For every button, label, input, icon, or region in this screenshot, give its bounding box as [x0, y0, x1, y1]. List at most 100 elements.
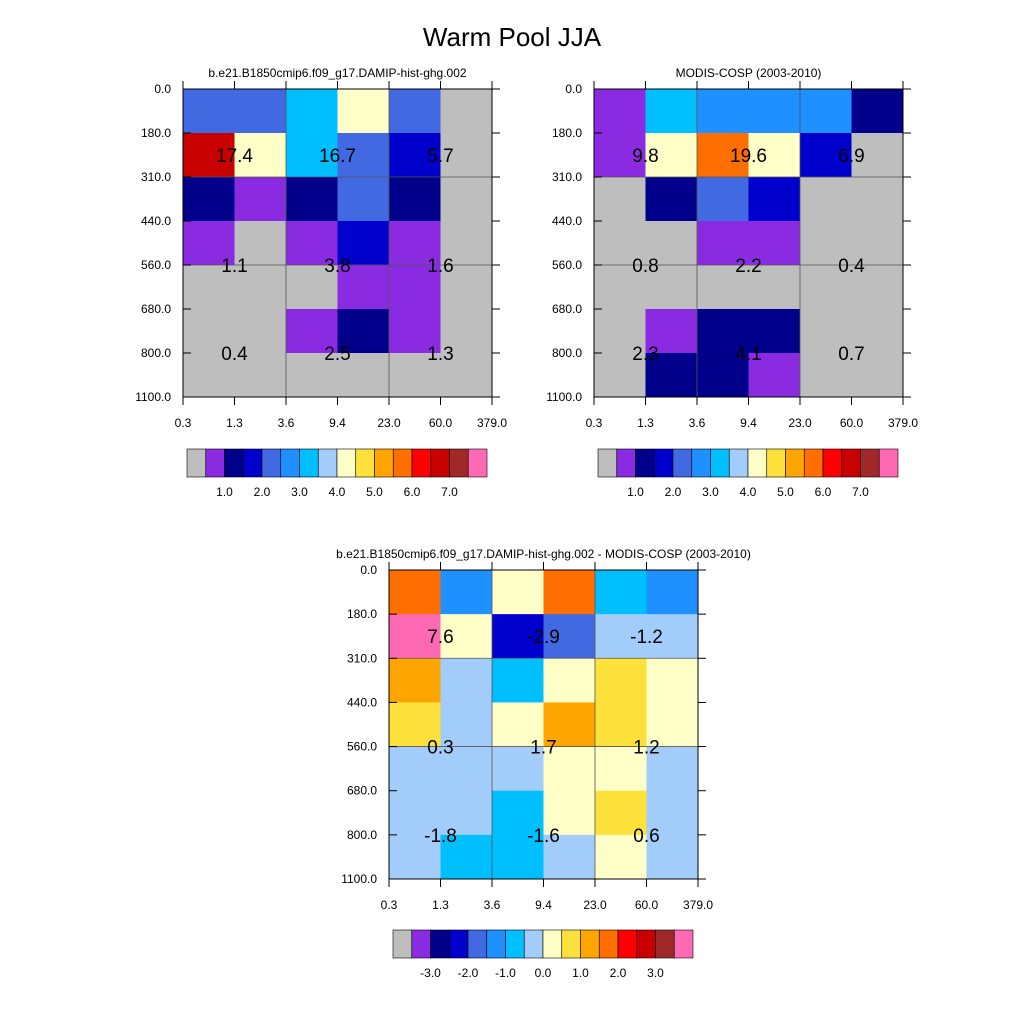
panel-title: MODIS-COSP (2003-2010) — [676, 66, 822, 80]
heatmap-cell — [183, 265, 235, 310]
heatmap-cell — [234, 89, 287, 134]
colorbar-label: 7.0 — [441, 485, 458, 499]
heatmap-cell — [646, 570, 699, 615]
colorbar-swatch — [597, 448, 618, 478]
heatmap-cell — [594, 265, 646, 310]
heatmap-cell — [645, 353, 698, 398]
heatmap-cell — [748, 353, 801, 398]
colorbar-label: 4.0 — [329, 485, 346, 499]
colorbar-swatch — [261, 448, 282, 478]
colorbar-swatch — [374, 448, 394, 478]
colorbar-swatch — [580, 929, 600, 959]
heatmap-cell — [543, 570, 596, 615]
heatmap-cell — [234, 177, 287, 222]
x-tick-label: 1.3 — [226, 416, 243, 430]
heatmap-panel-2: MODIS-COSP (2003-2010) 9.8 19.6 6.9 0.8 2.2 0.… — [546, 66, 918, 499]
colorbar-swatch — [467, 929, 488, 959]
x-tick-label: 1.3 — [637, 416, 654, 430]
y-tick-label: 440.0 — [552, 214, 582, 228]
x-tick-label: 1.3 — [432, 898, 449, 912]
panel-title: b.e21.B1850cmip6.f09_g17.DAMIP-hist-ghg.… — [336, 547, 751, 561]
heatmap-cell — [594, 133, 646, 178]
heatmap-cell — [595, 834, 647, 880]
heatmap-cell — [440, 702, 493, 748]
heatmap-cell — [492, 614, 544, 659]
colorbar: 1.0 2.0 3.0 4.0 5.0 6.0 7.0 — [186, 448, 488, 499]
y-tick-label: 680.0 — [141, 302, 171, 316]
heatmap-cell — [389, 658, 441, 703]
y-tick-label: 440.0 — [347, 695, 377, 709]
heatmap-cell — [748, 265, 801, 310]
colorbar-swatch — [355, 448, 375, 478]
block-value-label: -1.2 — [630, 627, 663, 648]
x-tick-label: 0.3 — [381, 898, 398, 912]
colorbar-swatch — [636, 929, 656, 959]
heatmap-cell — [851, 353, 904, 398]
y-tick-label: 1100.0 — [341, 872, 377, 886]
heatmap-cell — [234, 265, 287, 310]
colorbar-swatch — [299, 448, 319, 478]
colorbar-swatch — [542, 929, 563, 959]
x-tick-label: 3.6 — [689, 416, 706, 430]
heatmap-cell — [646, 746, 699, 792]
heatmap-cell — [286, 133, 338, 178]
block-value-label: 17.4 — [216, 146, 253, 167]
colorbar-label: 0.0 — [535, 966, 552, 980]
heatmap-cell — [389, 614, 441, 659]
colorbar-swatch — [672, 448, 693, 478]
heatmap-cell — [337, 133, 390, 178]
colorbar-swatch — [430, 448, 450, 478]
heatmap-cell — [440, 614, 493, 659]
heatmap-cell — [748, 89, 801, 134]
heatmap-cell — [800, 221, 852, 266]
heatmap-cell — [492, 834, 544, 880]
colorbar-label: 5.0 — [366, 485, 383, 499]
colorbar: -3.0 -2.0 -1.0 0.0 1.0 2.0 3.0 — [392, 929, 694, 980]
colorbar-label: 1.0 — [216, 485, 233, 499]
heatmap-cell — [800, 309, 852, 354]
colorbar-swatch — [505, 929, 525, 959]
heatmap-cell — [800, 133, 852, 178]
heatmap-cell — [183, 89, 235, 134]
heatmap-cell — [646, 658, 699, 703]
heatmap-cell — [645, 221, 698, 266]
colorbar-label: 5.0 — [777, 485, 794, 499]
colorbar-swatch — [186, 448, 207, 478]
y-tick-label: 800.0 — [552, 346, 582, 360]
heatmap-cell — [234, 309, 287, 354]
colorbar-swatch — [561, 929, 581, 959]
colorbar-swatch — [766, 448, 786, 478]
x-tick-label: 23.0 — [788, 416, 812, 430]
heatmap-cell — [286, 309, 338, 354]
heatmap-cell — [697, 265, 749, 310]
heatmap-cell — [543, 790, 596, 836]
heatmap-cell — [389, 221, 441, 266]
colorbar-label: 3.0 — [291, 485, 308, 499]
x-tick-label: 9.4 — [740, 416, 757, 430]
heatmap-cell — [234, 353, 287, 398]
block-value-label: 1.7 — [530, 738, 556, 759]
heatmap-cell — [183, 133, 235, 178]
y-tick-label: 1100.0 — [546, 390, 582, 404]
colorbar-swatch — [673, 929, 694, 959]
heatmap-cell — [440, 133, 493, 178]
heatmap-cell — [286, 353, 338, 398]
heatmap-cell — [440, 834, 493, 880]
heatmap-cell — [543, 658, 596, 703]
colorbar-swatch — [224, 448, 244, 478]
heatmap-cell — [440, 89, 493, 134]
heatmap-cell — [697, 133, 749, 178]
heatmap-cell — [646, 614, 699, 659]
block-value-label: 4.1 — [735, 344, 761, 365]
heatmap-cell — [389, 353, 441, 398]
heatmap-cell — [492, 790, 544, 836]
block-value-label: 0.6 — [633, 826, 659, 847]
heatmap-cell — [389, 265, 441, 310]
colorbar-swatch — [728, 448, 749, 478]
colorbar-swatch — [486, 929, 506, 959]
heatmap-cell — [697, 177, 749, 222]
block-value-label: 1.6 — [427, 256, 453, 277]
block-value-label: -1.6 — [527, 826, 560, 847]
heatmap-cell — [748, 309, 801, 354]
